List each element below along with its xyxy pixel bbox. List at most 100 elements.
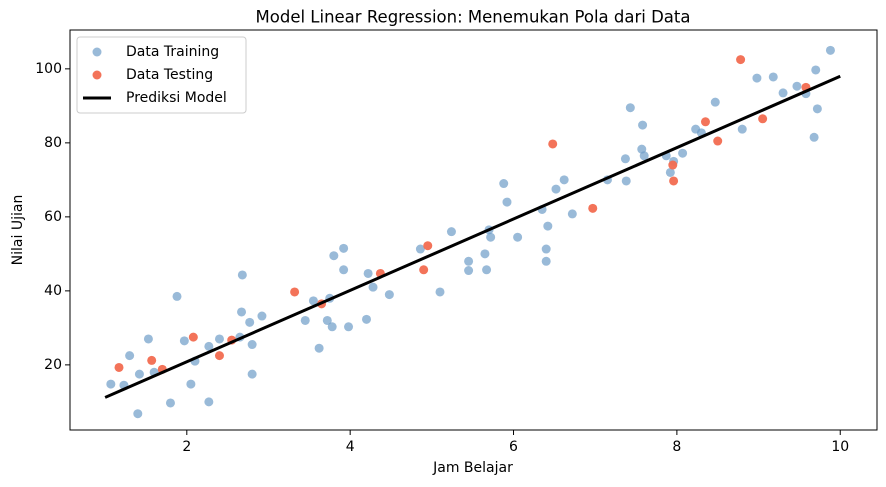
data-point: [752, 73, 762, 83]
data-point: [134, 369, 144, 379]
data-point: [125, 351, 135, 361]
data-point: [665, 167, 675, 177]
data-point: [133, 409, 143, 419]
data-point: [678, 148, 688, 158]
data-point: [368, 282, 378, 292]
data-point: [625, 103, 635, 113]
data-point: [114, 362, 124, 372]
chart-title: Model Linear Regression: Menemukan Pola …: [256, 8, 691, 27]
data-point: [541, 244, 551, 254]
data-point: [551, 184, 561, 194]
y-tick-label: 100: [35, 61, 62, 77]
data-point: [329, 251, 339, 261]
data-point: [257, 311, 267, 321]
data-point: [423, 241, 433, 251]
y-tick-label: 60: [44, 209, 62, 225]
data-point: [143, 334, 153, 344]
x-tick-label: 8: [672, 439, 681, 455]
data-point: [464, 266, 474, 276]
legend-label: Data Testing: [126, 67, 213, 83]
data-point: [165, 398, 175, 408]
y-axis-label: Nilai Ujian: [10, 195, 26, 266]
data-point: [668, 160, 678, 170]
x-tick-label: 4: [346, 439, 355, 455]
y-tick-label: 80: [44, 135, 62, 151]
data-point: [308, 296, 318, 306]
data-point: [290, 287, 300, 297]
data-point: [147, 355, 157, 365]
data-point: [736, 55, 746, 65]
data-point: [513, 232, 523, 242]
data-point: [327, 322, 337, 332]
data-point: [464, 256, 474, 266]
data-point: [361, 314, 371, 324]
data-point: [363, 268, 373, 278]
data-point: [480, 249, 490, 259]
data-point: [567, 209, 577, 219]
legend-label: Prediksi Model: [126, 90, 227, 106]
data-point: [237, 270, 247, 280]
data-point: [172, 291, 182, 301]
data-point: [415, 244, 425, 254]
data-point: [639, 151, 649, 161]
legend-box: [76, 36, 247, 114]
data-point: [482, 265, 492, 275]
data-point: [713, 136, 723, 146]
legend-label: Data Training: [126, 44, 219, 60]
plot-frame: [69, 29, 878, 431]
legend-marker: [92, 47, 102, 57]
data-point: [179, 336, 189, 346]
data-point: [188, 332, 198, 342]
data-point: [825, 45, 835, 55]
data-point: [548, 139, 558, 149]
data-point: [186, 379, 196, 389]
data-point: [541, 256, 551, 266]
data-point: [214, 334, 224, 344]
data-point: [300, 315, 310, 325]
data-point: [245, 317, 255, 327]
data-point: [339, 265, 349, 275]
data-point: [811, 65, 821, 75]
data-point: [247, 369, 257, 379]
data-point: [499, 179, 509, 189]
data-point: [384, 290, 394, 300]
data-point: [344, 322, 354, 332]
data-point: [314, 343, 324, 353]
data-point: [620, 154, 630, 164]
x-tick-label: 2: [182, 439, 191, 455]
data-point: [446, 227, 456, 237]
regression-line: [104, 74, 841, 399]
data-point: [502, 197, 512, 207]
data-point: [669, 176, 679, 186]
data-point: [621, 176, 631, 186]
data-point: [758, 114, 768, 124]
data-point: [700, 117, 710, 127]
data-point: [435, 287, 445, 297]
x-tick-label: 10: [831, 439, 849, 455]
data-point: [247, 340, 257, 350]
data-point: [768, 72, 778, 82]
y-tick-label: 20: [44, 357, 62, 373]
data-point: [419, 265, 429, 275]
data-point: [237, 307, 247, 317]
data-point: [486, 232, 496, 242]
data-point: [812, 104, 822, 114]
data-point: [638, 120, 648, 130]
data-point: [322, 315, 332, 325]
x-tick-label: 6: [509, 439, 518, 455]
data-point: [106, 379, 116, 389]
data-point: [339, 243, 349, 253]
legend-marker: [92, 70, 102, 80]
data-point: [543, 221, 553, 231]
data-point: [792, 81, 802, 91]
data-point: [778, 88, 788, 98]
data-point: [559, 175, 569, 185]
data-point: [809, 132, 819, 142]
data-point: [204, 397, 214, 407]
data-point: [214, 351, 224, 361]
data-point: [737, 124, 747, 134]
y-tick-label: 40: [44, 283, 62, 299]
x-axis-label: Jam Belajar: [432, 460, 513, 476]
data-point: [204, 341, 214, 351]
